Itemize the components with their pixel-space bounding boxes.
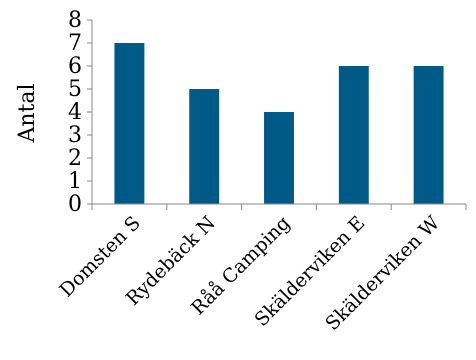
bar (413, 66, 444, 204)
y-tick-label: 3 (68, 123, 82, 148)
y-tick-label: 0 (68, 192, 82, 217)
y-tick-label: 4 (68, 100, 82, 125)
bar (338, 66, 369, 204)
bar (114, 43, 145, 204)
y-axis-title: Antal (15, 83, 40, 143)
y-tick-label: 8 (68, 8, 82, 33)
bars (114, 43, 444, 204)
bar (264, 112, 294, 204)
y-tick-label: 6 (68, 54, 82, 79)
bar (189, 89, 220, 204)
y-tick-label: 1 (68, 169, 82, 194)
y-tick-label: 2 (68, 146, 82, 171)
y-tick-label: 5 (68, 77, 82, 102)
y-tick-label: 7 (68, 31, 82, 56)
